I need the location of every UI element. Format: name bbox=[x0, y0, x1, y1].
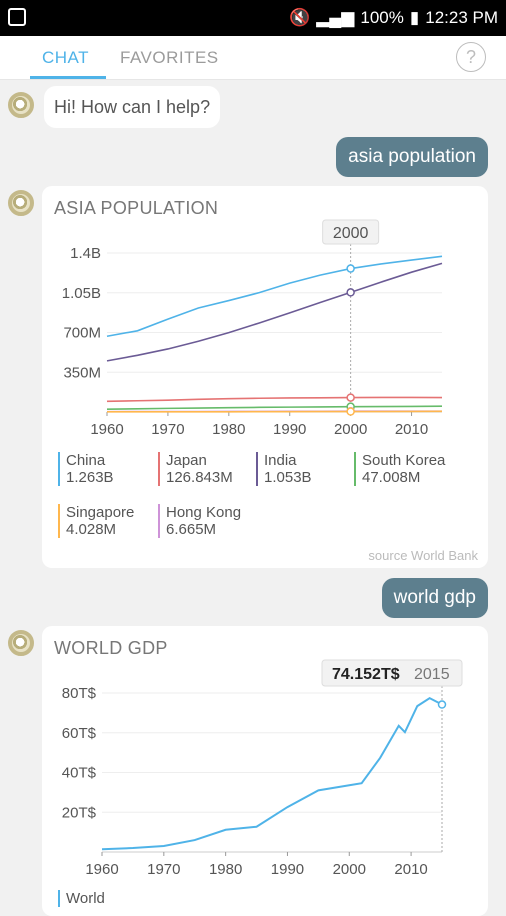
assistant-avatar bbox=[8, 92, 34, 118]
user-message: asia population bbox=[336, 137, 488, 177]
legend-value: 126.843M bbox=[166, 469, 233, 486]
y-tick-label: 20T$ bbox=[62, 804, 97, 821]
x-tick-label: 1970 bbox=[151, 421, 184, 436]
x-tick-label: 1980 bbox=[212, 421, 245, 436]
x-tick-label: 2010 bbox=[394, 861, 427, 876]
hover-point bbox=[439, 701, 446, 708]
assistant-avatar bbox=[8, 190, 34, 216]
tab-bar: CHAT FAVORITES ? bbox=[0, 36, 506, 80]
hover-point bbox=[347, 289, 354, 296]
legend-name: Japan bbox=[166, 452, 233, 469]
mute-icon: 🔇 bbox=[289, 8, 310, 28]
series-line-india bbox=[107, 263, 442, 361]
series-line-world bbox=[102, 698, 442, 849]
legend-value: 6.665M bbox=[166, 521, 241, 538]
tab-chat[interactable]: CHAT bbox=[42, 48, 89, 68]
clock: 12:23 PM bbox=[425, 8, 498, 28]
legend-name: Singapore bbox=[66, 504, 134, 521]
battery-percent: 100% bbox=[360, 8, 403, 28]
status-bar: 🔇 ▂▄▆ 100% ▮ 12:23 PM bbox=[0, 0, 506, 36]
x-tick-label: 1990 bbox=[271, 861, 304, 876]
hover-point bbox=[347, 408, 354, 415]
y-tick-label: 700M bbox=[63, 325, 101, 342]
assistant-message: Hi! How can I help? bbox=[44, 86, 220, 128]
source-label: source World Bank bbox=[368, 548, 478, 563]
legend-name: Hong Kong bbox=[166, 504, 241, 521]
asia-population-chart: 350M 700M 1.05B 1.4B 1960 1970 1980 1990 2000 201… bbox=[42, 216, 488, 436]
hover-point bbox=[347, 394, 354, 401]
y-tick-label: 80T$ bbox=[62, 685, 97, 702]
user-message: world gdp bbox=[382, 578, 488, 618]
legend-item[interactable]: World bbox=[58, 890, 105, 907]
x-tick-label: 2000 bbox=[333, 861, 366, 876]
tab-favorites[interactable]: FAVORITES bbox=[120, 48, 219, 68]
series-line-china bbox=[107, 256, 442, 336]
legend-name: China bbox=[66, 452, 114, 469]
signal-icon: ▂▄▆ bbox=[316, 8, 354, 28]
y-tick-label: 60T$ bbox=[62, 725, 97, 742]
x-tick-label: 2000 bbox=[334, 421, 367, 436]
y-tick-label: 1.4B bbox=[70, 245, 101, 262]
x-tick-label: 1960 bbox=[90, 421, 123, 436]
tooltip-year: 2000 bbox=[333, 225, 369, 242]
y-tick-label: 40T$ bbox=[62, 765, 97, 782]
active-tab-indicator bbox=[30, 76, 106, 79]
series-line-japan bbox=[107, 397, 442, 401]
tooltip-year: 2015 bbox=[414, 666, 450, 683]
hover-point bbox=[347, 265, 354, 272]
legend-value: 4.028M bbox=[66, 521, 134, 538]
x-tick-label: 1990 bbox=[273, 421, 306, 436]
series-line-south-korea bbox=[107, 406, 442, 409]
tooltip-value: 74.152T$ bbox=[332, 666, 400, 683]
battery-icon: ▮ bbox=[410, 8, 419, 28]
x-tick-label: 1980 bbox=[209, 861, 242, 876]
hover-tooltip: 2000 bbox=[323, 220, 379, 244]
x-tick-label: 2010 bbox=[395, 421, 428, 436]
legend-name: India bbox=[264, 452, 312, 469]
y-tick-label: 1.05B bbox=[62, 285, 101, 302]
y-tick-label: 350M bbox=[63, 364, 101, 381]
x-tick-label: 1960 bbox=[85, 861, 118, 876]
help-button[interactable]: ? bbox=[456, 42, 486, 72]
legend-name: World bbox=[66, 890, 105, 907]
x-tick-label: 1970 bbox=[147, 861, 180, 876]
usb-icon bbox=[8, 8, 26, 26]
world-gdp-chart: 20T$ 40T$ 60T$ 80T$ 1960 1970 1980 1990 2000 2010… bbox=[42, 656, 488, 876]
assistant-avatar bbox=[8, 630, 34, 656]
legend-value: 1.053B bbox=[264, 469, 312, 486]
legend-value: 47.008M bbox=[362, 469, 445, 486]
hover-tooltip: 74.152T$ 2015 bbox=[322, 660, 462, 686]
legend-value: 1.263B bbox=[66, 469, 114, 486]
legend-name: South Korea bbox=[362, 452, 445, 469]
